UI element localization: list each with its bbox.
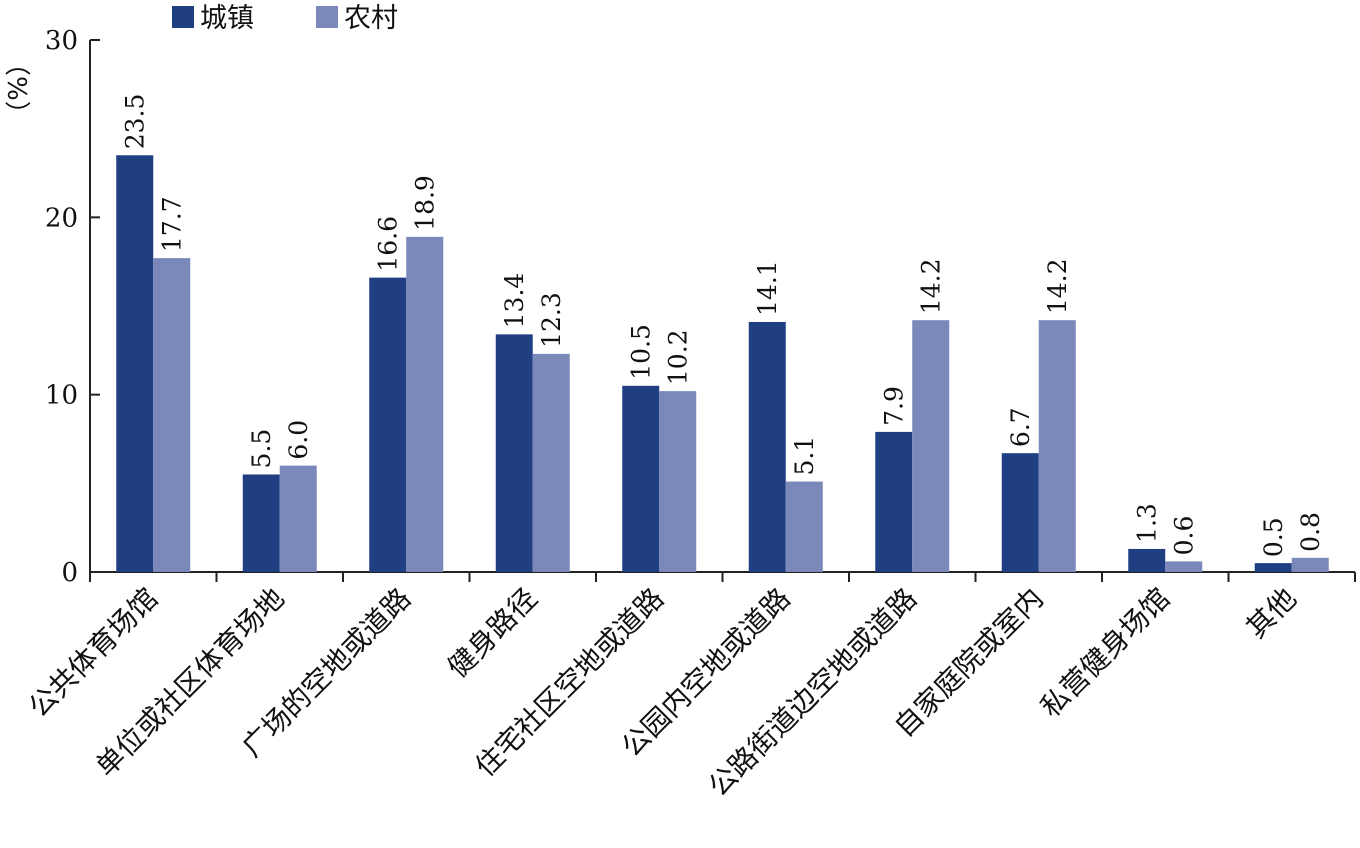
x-category-label: 其他 xyxy=(1240,582,1303,645)
bar-urban xyxy=(495,334,533,572)
bar-rural xyxy=(406,236,444,572)
bar-value-label: 12.3 xyxy=(537,292,566,348)
bar-value-label: 6.7 xyxy=(1006,407,1035,447)
bar-value-label: 6.0 xyxy=(284,420,313,460)
bar-urban xyxy=(748,321,786,572)
bar-urban xyxy=(369,277,407,572)
bar-rural xyxy=(785,481,823,572)
bar-value-label: 0.6 xyxy=(1170,516,1199,556)
bar-value-label: 18.9 xyxy=(411,175,440,231)
y-tick-label: 10 xyxy=(45,381,78,411)
y-tick-label: 20 xyxy=(45,203,78,233)
bar-value-label: 23.5 xyxy=(121,94,150,150)
legend-label-rural: 农村 xyxy=(344,3,398,34)
bar-urban xyxy=(1128,548,1166,572)
bar-value-label: 5.1 xyxy=(790,436,819,476)
bar-urban xyxy=(1254,563,1292,572)
x-category-label: 私营健身场馆 xyxy=(1034,582,1176,724)
y-tick-label: 30 xyxy=(45,26,78,56)
legend-label-urban: 城镇 xyxy=(200,3,254,34)
bar-rural xyxy=(1165,561,1203,572)
x-category-label: 公共体育场馆 xyxy=(22,582,164,724)
bar-rural xyxy=(1291,557,1329,572)
bar-value-label: 14.1 xyxy=(753,260,782,316)
bar-value-label: 7.9 xyxy=(880,386,909,426)
bar-rural xyxy=(279,465,317,572)
bar-value-label: 17.7 xyxy=(158,196,187,252)
legend-swatch-urban xyxy=(172,6,194,28)
legend-swatch-rural xyxy=(316,6,338,28)
bar-value-label: 5.5 xyxy=(247,429,276,469)
bar-rural xyxy=(912,320,950,572)
bar-urban xyxy=(242,474,280,572)
bar-value-label: 0.5 xyxy=(1259,517,1288,557)
bar-rural xyxy=(659,391,697,572)
bar-rural xyxy=(1038,320,1076,572)
bar-value-label: 14.2 xyxy=(917,259,946,315)
legend: 城镇 农村 xyxy=(172,3,398,34)
bar-urban xyxy=(116,155,154,572)
y-tick-label: 0 xyxy=(61,558,78,588)
x-category-label: 公路街道边空地或道路 xyxy=(702,582,923,803)
bar-value-label: 10.2 xyxy=(664,329,693,385)
bar-urban xyxy=(875,431,913,572)
bar-value-label: 13.4 xyxy=(500,273,529,329)
bar-urban xyxy=(1001,453,1039,572)
bar-urban xyxy=(622,385,660,572)
bar-value-label: 16.6 xyxy=(374,216,403,272)
bar-value-label: 14.2 xyxy=(1043,259,1072,315)
bar-value-label: 1.3 xyxy=(1133,503,1162,543)
bar-value-label: 10.5 xyxy=(627,324,656,380)
x-category-label: 健身路径 xyxy=(441,582,544,685)
bar-rural xyxy=(153,258,191,572)
bar-rural xyxy=(532,353,570,572)
y-axis-unit-label: （%） xyxy=(1,50,31,127)
bar-value-label: 0.8 xyxy=(1296,512,1325,552)
